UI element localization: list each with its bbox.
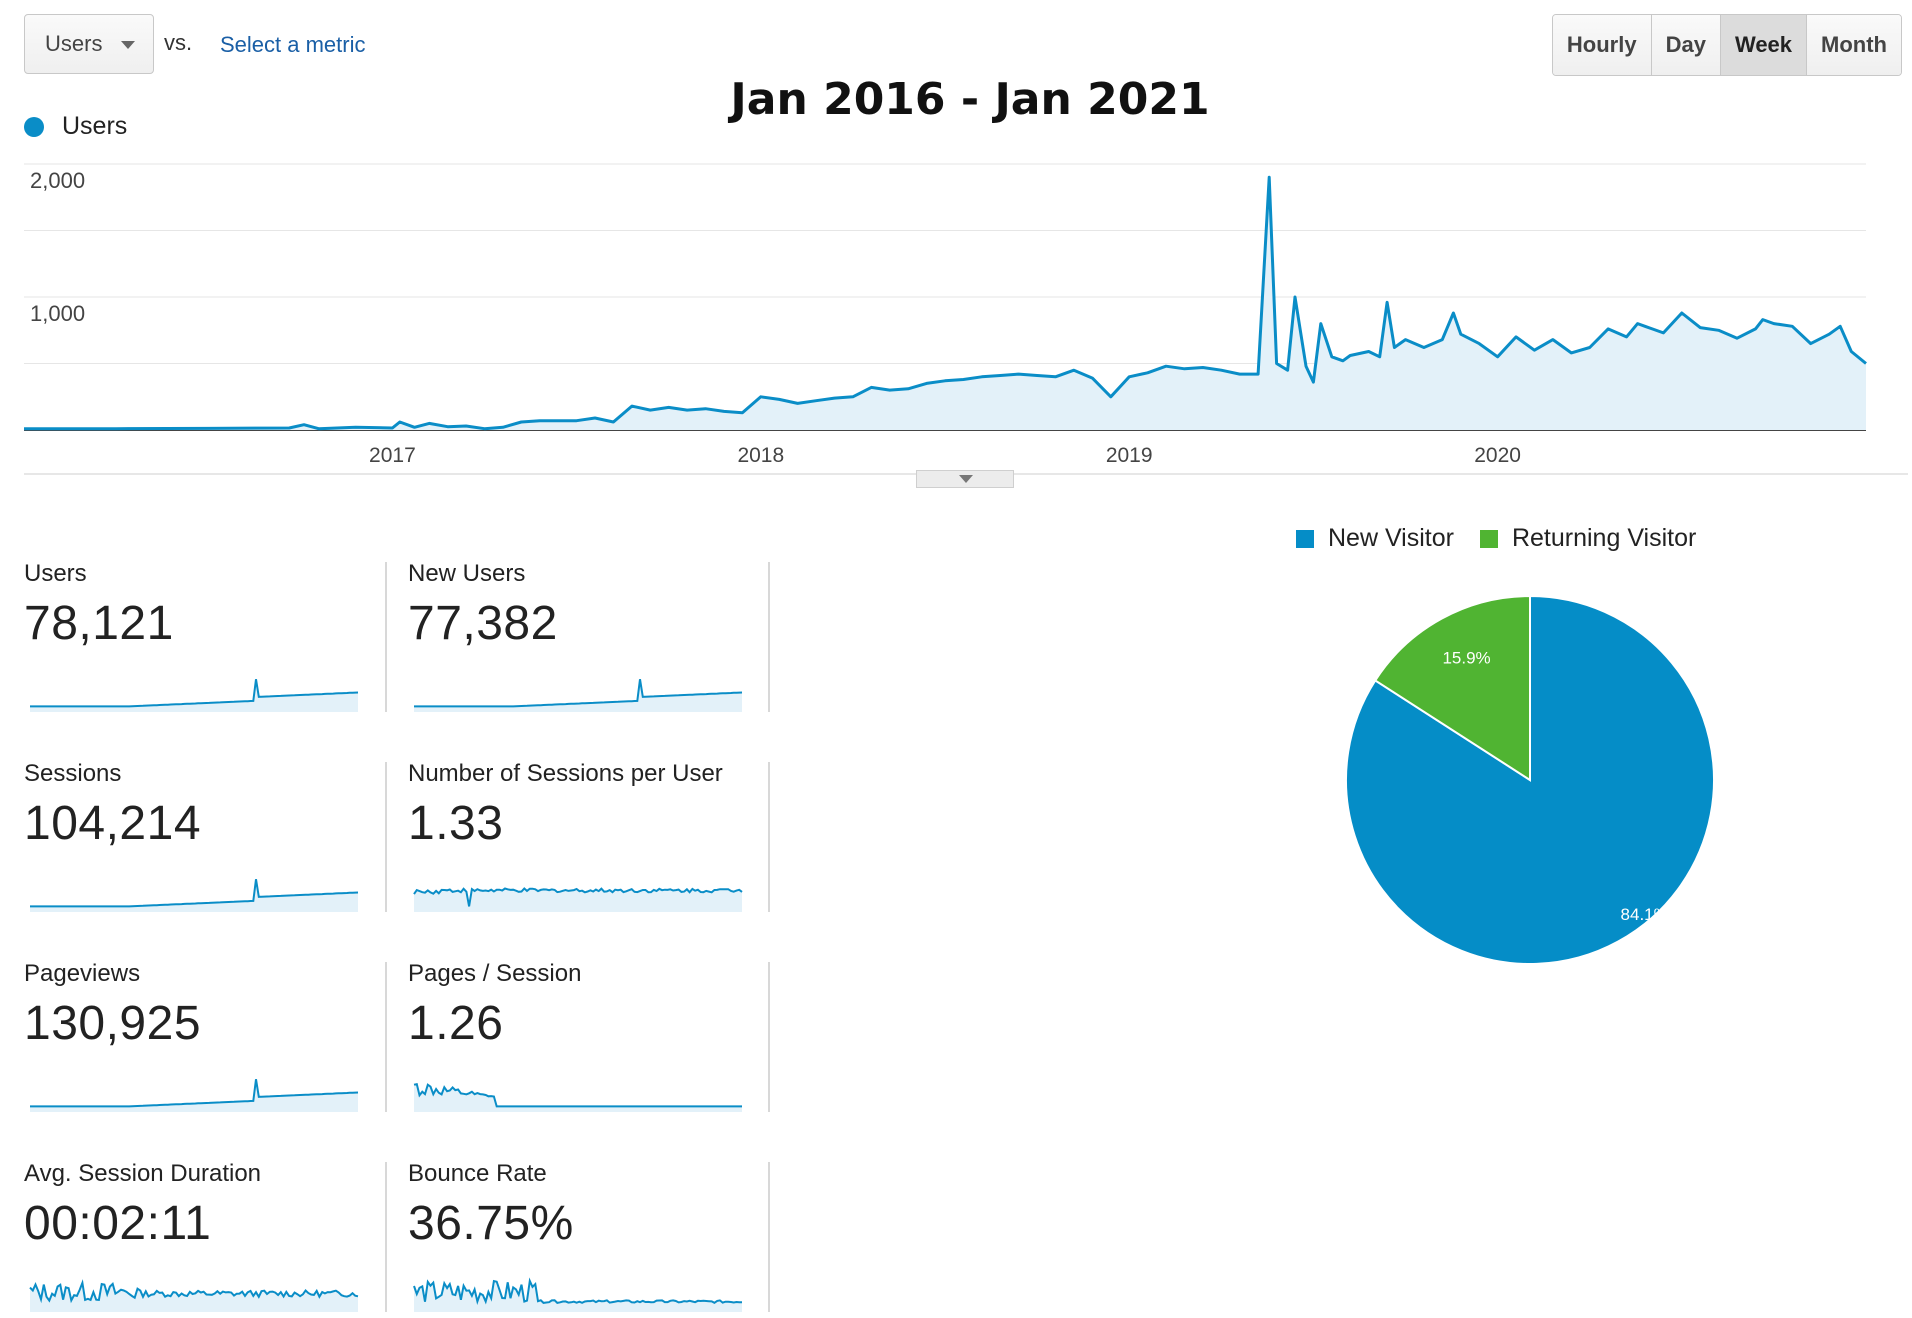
sparkline xyxy=(29,1279,359,1312)
x-tick-label: 2017 xyxy=(369,444,416,467)
sparkline-area xyxy=(30,1079,358,1112)
divider xyxy=(768,562,770,712)
series-line-users xyxy=(24,175,1867,431)
scorecard-value: 130,925 xyxy=(24,997,202,1050)
chevron-down-icon xyxy=(121,41,135,49)
scorecard-value: 1.26 xyxy=(408,997,504,1050)
divider xyxy=(385,762,387,912)
scorecard-value: 00:02:11 xyxy=(24,1197,212,1250)
scorecard-label: Number of Sessions per User xyxy=(408,760,723,787)
divider xyxy=(385,962,387,1112)
scorecard-avg-session-duration[interactable]: Avg. Session Duration 00:02:11 xyxy=(24,1160,384,1312)
sparkline-area xyxy=(414,1280,742,1312)
divider xyxy=(385,1162,387,1312)
scorecard-bounce-rate[interactable]: Bounce Rate 36.75% xyxy=(408,1160,768,1312)
select-metric-link[interactable]: Select a metric xyxy=(220,32,366,57)
scorecard-label: Bounce Rate xyxy=(408,1160,547,1187)
sparkline-area xyxy=(30,679,358,712)
divider xyxy=(768,762,770,912)
chart-legend[interactable]: Users xyxy=(24,112,127,141)
legend-returning-visitor[interactable]: Returning Visitor xyxy=(1479,524,1697,553)
scorecard-sessions[interactable]: Sessions 104,214 xyxy=(24,760,384,912)
divider xyxy=(385,562,387,712)
sparkline xyxy=(30,879,359,912)
pie-slice-returning-visitor xyxy=(1373,594,1531,782)
sparkline-line xyxy=(30,1079,359,1108)
scorecard-label: Avg. Session Duration xyxy=(24,1160,262,1187)
visitor-type-pie-chart[interactable]: 84.1% 15.9% xyxy=(1340,590,1720,970)
sparkline-area xyxy=(30,1282,358,1312)
expand-toggle-handle[interactable] xyxy=(916,470,1014,488)
sparkline-line xyxy=(413,887,743,907)
x-tick-label: 2018 xyxy=(737,444,784,467)
scorecard-label: Sessions xyxy=(24,760,122,787)
sparkline-line xyxy=(414,679,743,708)
x-tick-label: 2019 xyxy=(1106,444,1153,467)
legend-new-visitor[interactable]: New Visitor xyxy=(1296,524,1454,553)
sparkline-area xyxy=(414,1084,742,1112)
sparkline-line xyxy=(29,1279,359,1304)
range-month-button[interactable]: Month xyxy=(1806,15,1901,75)
series-area-users xyxy=(24,177,1866,430)
sparkline xyxy=(413,1277,742,1312)
sparkline xyxy=(30,679,359,712)
pie-slice-label: 15.9% xyxy=(1442,649,1490,668)
legend-label: New Visitor xyxy=(1328,524,1454,552)
range-day-button[interactable]: Day xyxy=(1650,15,1720,75)
legend-series-label: Users xyxy=(62,112,128,140)
sparkline xyxy=(413,1083,742,1112)
scorecard-value: 77,382 xyxy=(408,597,558,650)
scorecard-label: Users xyxy=(24,560,87,587)
sparkline xyxy=(414,679,743,712)
metric-dropdown[interactable]: Users xyxy=(24,14,154,74)
scorecard-value: 104,214 xyxy=(24,797,202,850)
scorecard-users[interactable]: Users 78,121 xyxy=(24,560,384,712)
sparkline xyxy=(413,887,743,912)
legend-swatch xyxy=(1479,529,1498,548)
vs-label: vs. xyxy=(164,30,193,55)
sparkline-area xyxy=(30,879,358,912)
time-range-toggle: Hourly Day Week Month xyxy=(1551,14,1902,76)
y-tick-label: 2,000 xyxy=(30,168,85,193)
sparkline-area xyxy=(414,888,742,912)
scorecard-label: New Users xyxy=(408,560,526,587)
sparkline-line xyxy=(413,1083,742,1108)
divider xyxy=(768,962,770,1112)
sparkline-area xyxy=(414,679,742,712)
sparkline-line xyxy=(30,879,359,908)
sparkline xyxy=(30,1079,359,1112)
scorecard-new-users[interactable]: New Users 77,382 xyxy=(408,560,768,712)
scorecard-value: 78,121 xyxy=(24,597,174,650)
legend-dot-icon xyxy=(24,116,44,137)
scorecard-sessions-per-user[interactable]: Number of Sessions per User 1.33 xyxy=(408,760,768,912)
sparkline-line xyxy=(30,679,359,708)
scorecard-pageviews[interactable]: Pageviews 130,925 xyxy=(24,960,384,1112)
users-over-time-chart[interactable]: 1,000 2,000 2017 2018 2019 2020 xyxy=(0,140,1912,480)
metric-dropdown-label: Users xyxy=(45,31,103,56)
scorecard-label: Pageviews xyxy=(24,960,141,987)
scorecard-value: 1.33 xyxy=(408,797,504,850)
chevron-down-icon xyxy=(959,475,973,483)
pie-slice-label: 84.1% xyxy=(1621,905,1669,924)
scorecard-value: 36.75% xyxy=(408,1197,574,1250)
legend-swatch xyxy=(1296,529,1314,548)
scorecard-label: Pages / Session xyxy=(408,960,582,987)
page-title: Jan 2016 - Jan 2021 xyxy=(730,74,1210,125)
sparkline-line xyxy=(413,1277,742,1306)
scorecard-pages-per-session[interactable]: Pages / Session 1.26 xyxy=(408,960,768,1112)
y-tick-label: 1,000 xyxy=(30,301,85,326)
range-week-button[interactable]: Week xyxy=(1719,15,1807,75)
range-hourly-button[interactable]: Hourly xyxy=(1552,15,1651,75)
legend-label: Returning Visitor xyxy=(1511,524,1697,552)
x-tick-label: 2020 xyxy=(1474,444,1521,467)
pie-legend: New Visitor Returning Visitor xyxy=(1296,524,1722,553)
divider xyxy=(768,1162,770,1312)
